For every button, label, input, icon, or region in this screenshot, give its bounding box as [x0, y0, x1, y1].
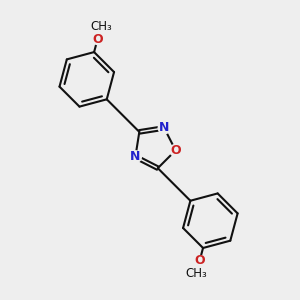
Text: CH₃: CH₃: [185, 267, 207, 280]
Text: O: O: [170, 144, 181, 157]
Text: N: N: [130, 150, 141, 163]
Circle shape: [170, 144, 182, 156]
Circle shape: [92, 34, 103, 44]
Circle shape: [93, 18, 109, 34]
Text: N: N: [159, 122, 169, 134]
Circle shape: [158, 122, 170, 134]
Circle shape: [188, 266, 204, 282]
Text: O: O: [92, 33, 103, 46]
Circle shape: [129, 151, 141, 163]
Circle shape: [194, 256, 205, 266]
Text: CH₃: CH₃: [90, 20, 112, 33]
Text: O: O: [194, 254, 205, 267]
